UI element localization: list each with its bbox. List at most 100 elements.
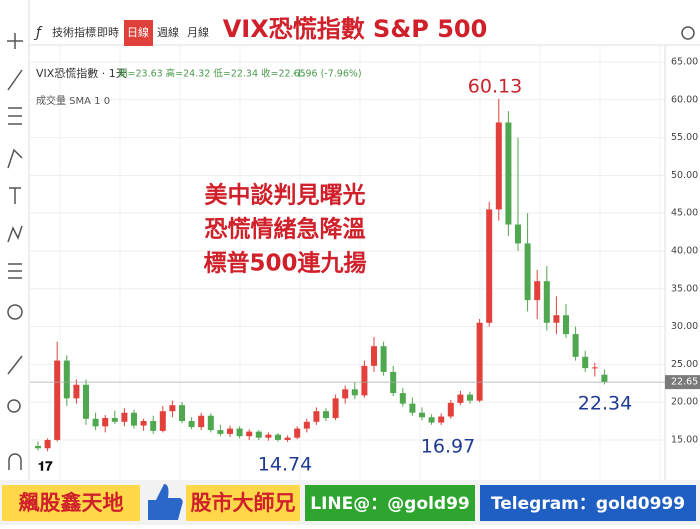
candle-body — [486, 209, 493, 323]
tool-pattern[interactable] — [7, 225, 23, 243]
tool-text[interactable] — [9, 187, 21, 204]
tool-line[interactable] — [7, 69, 23, 91]
y-tick-label: 45.00 — [671, 208, 698, 219]
candle-body — [495, 122, 502, 210]
interval-buttons: 即時 日線 週線 月線 — [97, 25, 209, 39]
candle-body — [102, 418, 109, 427]
candle-body — [342, 389, 349, 399]
candle-body — [83, 384, 89, 419]
tool-ruler[interactable] — [7, 355, 23, 375]
candle-body — [543, 281, 550, 323]
banner-box-4 — [480, 485, 696, 521]
candle-body — [351, 389, 358, 396]
annotations: 60.13 22.34 14.74 16.97 美中談判見曙光恐慌情緒急降溫標普500連… — [203, 76, 632, 476]
candle-body — [303, 421, 310, 429]
candle-body — [582, 356, 589, 369]
tool-brush[interactable] — [7, 148, 23, 169]
chart-title: VIX恐慌指數 S&P 500 — [223, 15, 488, 43]
interval-button[interactable]: 即時 — [97, 26, 119, 39]
y-tick-label: 25.00 — [671, 359, 698, 370]
candle-body — [505, 122, 512, 225]
candle-body — [111, 418, 118, 422]
tv-logo: 𝟏𝟕 — [38, 460, 53, 475]
candle-body — [73, 384, 80, 399]
candle-body — [438, 416, 445, 423]
candle-body — [524, 243, 531, 301]
candle-body — [467, 394, 473, 401]
interval-button[interactable]: 月線 — [187, 25, 209, 39]
candle-body — [419, 412, 425, 418]
indicator-button[interactable]: 技術指標 — [52, 25, 96, 39]
candle-body — [169, 405, 176, 412]
candle-body — [92, 418, 99, 427]
banner-box-1 — [2, 485, 140, 521]
settings-icon[interactable] — [681, 26, 695, 40]
volume-label: 成交量 SMA 1 0 — [36, 94, 110, 107]
candle-body — [121, 412, 128, 422]
candle-body — [54, 360, 61, 440]
candle-body — [323, 411, 329, 419]
candle-body — [428, 417, 435, 423]
y-tick-label: 35.00 — [671, 283, 698, 294]
candle-body — [409, 403, 416, 413]
candle-body — [63, 360, 70, 399]
candle-body — [332, 398, 339, 419]
left-toolbar — [7, 33, 23, 470]
candle-body — [207, 415, 214, 431]
tool-emoji[interactable] — [7, 304, 23, 320]
candle-body — [534, 281, 541, 301]
candle-body — [198, 415, 205, 428]
tool-magnet[interactable] — [8, 453, 22, 470]
banner-text[interactable]: 股市大師兄 — [191, 491, 296, 515]
news-note: 標普500連九揚 — [203, 250, 366, 277]
candle-body — [265, 434, 272, 438]
candle-body — [572, 334, 579, 357]
candle-body — [371, 346, 377, 366]
tool-zoom[interactable] — [7, 399, 21, 413]
y-tick-label: 30.00 — [671, 321, 698, 332]
y-tick-label: 40.00 — [671, 245, 698, 256]
news-note: 恐慌情緒急降溫 — [205, 216, 366, 243]
candle-body — [140, 421, 147, 426]
y-tick-label: 15.00 — [671, 434, 698, 445]
legend-symbol: VIX恐慌指數 · 1天 — [36, 66, 127, 80]
y-tick-label: 20.00 — [671, 397, 698, 408]
candle-body — [284, 437, 291, 440]
banner-box-2 — [186, 485, 300, 521]
banner: 飆股鑫天地 股市大師兄 LINE@：@gold99 Telegram：gold0999 — [19, 491, 686, 515]
candle-body — [591, 367, 598, 369]
y-tick-label: 50.00 — [671, 170, 698, 181]
candle-body — [159, 411, 166, 431]
banner-text[interactable]: 飆股鑫天地 — [19, 491, 124, 515]
candle-body — [515, 224, 521, 244]
candle-body — [313, 411, 320, 422]
legend-change: -1.96 (-7.96%) — [293, 69, 362, 80]
candle-body — [217, 430, 224, 434]
candle-body — [447, 402, 454, 417]
news-note: 美中談判見曙光 — [205, 182, 366, 209]
interval-button[interactable]: 日線 — [127, 25, 149, 39]
tool-fib[interactable] — [8, 263, 22, 279]
banner-text[interactable]: Telegram：gold0999 — [491, 494, 685, 514]
banner-text[interactable]: LINE@：@gold99 — [310, 494, 470, 514]
annotation: 14.74 — [258, 454, 312, 476]
active-interval-bg — [124, 20, 153, 46]
plot: 22.65 — [30, 98, 700, 452]
annotation: 16.97 — [421, 436, 475, 458]
candle-body — [361, 365, 368, 396]
candle-body — [457, 394, 464, 403]
candle-body — [131, 412, 137, 426]
y-tick-label: 55.00 — [671, 132, 698, 143]
candle-body — [150, 421, 157, 431]
candle-body — [563, 315, 569, 335]
candle-body — [179, 405, 185, 422]
y-tick-label: 65.00 — [671, 57, 698, 68]
candle-body — [399, 393, 406, 404]
banner-box-3 — [305, 485, 475, 521]
legend-ohlc: 開=23.63 高=24.32 低=22.34 收=22.65 — [118, 68, 306, 80]
candle-body — [44, 439, 51, 449]
candle-body — [227, 428, 233, 434]
interval-button[interactable]: 週線 — [157, 25, 179, 39]
annotation: 60.13 — [468, 76, 522, 98]
